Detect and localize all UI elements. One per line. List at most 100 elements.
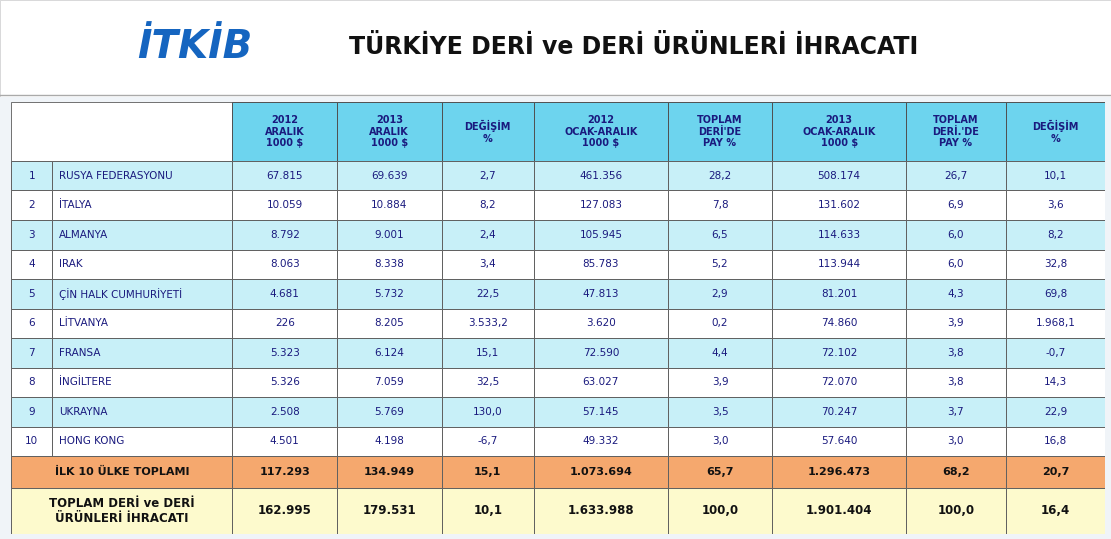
Text: 0,2: 0,2 (712, 319, 728, 328)
Bar (907, 250, 1005, 279)
Bar (337, 368, 441, 397)
Bar (337, 190, 441, 220)
Bar (441, 397, 534, 427)
Text: 8,2: 8,2 (480, 201, 497, 210)
Text: 32,8: 32,8 (1044, 259, 1068, 270)
Text: 14,3: 14,3 (1044, 377, 1068, 388)
Bar (668, 427, 772, 456)
Bar (1005, 488, 1105, 534)
Text: 10.059: 10.059 (267, 201, 303, 210)
Bar (772, 161, 907, 190)
Text: 72.590: 72.590 (582, 348, 619, 358)
Text: 57.145: 57.145 (582, 407, 619, 417)
Bar (441, 338, 534, 368)
Bar (232, 397, 337, 427)
Text: 5.732: 5.732 (374, 289, 404, 299)
Text: 6,0: 6,0 (948, 230, 964, 240)
Bar (907, 220, 1005, 250)
Text: İTKİB: İTKİB (137, 27, 252, 66)
Text: RUSYA FEDERASYONU: RUSYA FEDERASYONU (59, 171, 172, 181)
Bar (907, 397, 1005, 427)
Bar (337, 338, 441, 368)
Text: 134.949: 134.949 (363, 467, 414, 477)
Bar (441, 102, 534, 161)
Bar (772, 250, 907, 279)
Text: 5.323: 5.323 (270, 348, 300, 358)
Bar (52, 368, 232, 397)
Text: 7: 7 (29, 348, 36, 358)
Bar (534, 220, 668, 250)
Text: 2013
ARALIK
1000 $: 2013 ARALIK 1000 $ (369, 115, 409, 148)
Text: 70.247: 70.247 (821, 407, 858, 417)
Text: 4,4: 4,4 (712, 348, 729, 358)
Text: 1.901.404: 1.901.404 (805, 504, 872, 517)
Bar (668, 161, 772, 190)
Text: 16,4: 16,4 (1041, 504, 1070, 517)
Bar (232, 279, 337, 309)
Bar (907, 279, 1005, 309)
Bar (337, 102, 441, 161)
Text: 81.201: 81.201 (821, 289, 858, 299)
Text: 4.501: 4.501 (270, 437, 300, 446)
Bar (52, 309, 232, 338)
Bar (232, 338, 337, 368)
Bar (534, 250, 668, 279)
Text: 6,9: 6,9 (948, 201, 964, 210)
Bar (772, 488, 907, 534)
Text: 7,8: 7,8 (712, 201, 729, 210)
Text: 10: 10 (26, 437, 39, 446)
Text: 3,8: 3,8 (948, 348, 964, 358)
Bar (907, 161, 1005, 190)
Bar (52, 397, 232, 427)
Bar (772, 190, 907, 220)
Bar (337, 397, 441, 427)
Bar (534, 456, 668, 488)
Text: 67.815: 67.815 (267, 171, 303, 181)
Bar (11, 190, 52, 220)
Text: 72.070: 72.070 (821, 377, 858, 388)
Bar (441, 279, 534, 309)
Text: 6,0: 6,0 (948, 259, 964, 270)
Bar (1005, 456, 1105, 488)
Bar (668, 456, 772, 488)
Bar (11, 397, 52, 427)
Bar (337, 488, 441, 534)
Text: 105.945: 105.945 (579, 230, 622, 240)
Text: 2012
OCAK-ARALIK
1000 $: 2012 OCAK-ARALIK 1000 $ (564, 115, 638, 148)
Bar (52, 279, 232, 309)
Text: İNGİLTERE: İNGİLTERE (59, 377, 111, 388)
Text: TOPLAM
DERİ'DE
PAY %: TOPLAM DERİ'DE PAY % (698, 115, 743, 148)
Bar (534, 161, 668, 190)
Bar (11, 368, 52, 397)
Bar (441, 427, 534, 456)
Bar (772, 427, 907, 456)
Text: 2,7: 2,7 (480, 171, 497, 181)
Bar (907, 102, 1005, 161)
Bar (441, 250, 534, 279)
Text: 69,8: 69,8 (1044, 289, 1068, 299)
Text: 1.296.473: 1.296.473 (808, 467, 871, 477)
Bar (772, 368, 907, 397)
Text: 3,9: 3,9 (948, 319, 964, 328)
Text: 16,8: 16,8 (1044, 437, 1068, 446)
Text: 9: 9 (29, 407, 36, 417)
Bar (1005, 338, 1105, 368)
Text: TOPLAM DERİ ve DERİ
ÜRÜNLERİ İHRACATI: TOPLAM DERİ ve DERİ ÜRÜNLERİ İHRACATI (49, 497, 194, 524)
Bar (1005, 161, 1105, 190)
Bar (1005, 102, 1105, 161)
Bar (11, 161, 52, 190)
Text: 4,3: 4,3 (948, 289, 964, 299)
Bar (52, 338, 232, 368)
Bar (534, 368, 668, 397)
Bar (52, 190, 232, 220)
Text: 7.059: 7.059 (374, 377, 404, 388)
Text: İLK 10 ÜLKE TOPLAMI: İLK 10 ÜLKE TOPLAMI (54, 467, 189, 477)
Text: 117.293: 117.293 (259, 467, 310, 477)
Bar (232, 190, 337, 220)
Text: 179.531: 179.531 (362, 504, 417, 517)
Text: 3.620: 3.620 (585, 319, 615, 328)
Text: 8.063: 8.063 (270, 259, 300, 270)
Text: 3,6: 3,6 (1048, 201, 1064, 210)
Bar (232, 368, 337, 397)
Text: 226: 226 (274, 319, 294, 328)
